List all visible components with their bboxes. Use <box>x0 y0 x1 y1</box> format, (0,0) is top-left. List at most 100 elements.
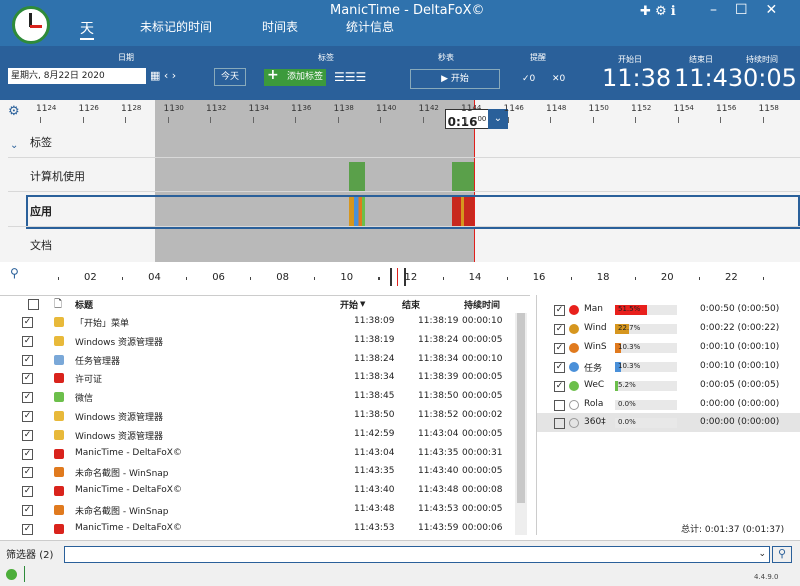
tick-minute: 40 <box>387 104 397 112</box>
row-checkbox[interactable]: ✓ <box>22 429 33 441</box>
tick-line <box>337 117 339 123</box>
sort-icon: ▼ <box>360 300 366 308</box>
summary-track <box>615 323 677 334</box>
table <box>0 295 530 536</box>
summary-percent: 22.7% <box>618 323 641 332</box>
duration: 0:05 <box>743 64 797 92</box>
summary-track <box>615 418 677 429</box>
cell: 11:38:39 <box>418 372 459 383</box>
row-label: 应用 <box>30 205 52 218</box>
summary-checkbox[interactable]: ✓ <box>554 323 565 335</box>
summary-panel <box>536 295 800 535</box>
summary-checkbox[interactable] <box>554 418 565 430</box>
tab[interactable]: 统计信息 <box>346 20 395 34</box>
start-day: 11:38 <box>602 64 672 92</box>
summary-checkbox[interactable]: ✓ <box>554 305 565 316</box>
cell: 11:43:48 <box>354 504 395 514</box>
summary-bar <box>615 305 647 315</box>
tick-line <box>762 117 764 123</box>
overview-tick: 02 <box>84 272 97 283</box>
row-checkbox[interactable]: ✓ <box>22 505 33 516</box>
overview-dot <box>570 277 572 280</box>
tick-line <box>252 117 254 123</box>
tick-line <box>592 117 594 123</box>
summary-percent: 10.3% <box>618 342 641 351</box>
start-button[interactable]: ▶ 开始 <box>410 69 500 89</box>
cell: 11:38:24 <box>354 353 395 364</box>
row-checkbox[interactable]: ✓ <box>22 523 33 535</box>
row-checkbox[interactable]: ✓ <box>22 486 33 498</box>
row-checkbox[interactable]: ✓ <box>22 335 33 347</box>
start-day-label: 开始日 <box>618 55 642 64</box>
time-tick: 1130 <box>164 104 184 114</box>
row-separator <box>8 226 800 227</box>
reminder-done[interactable]: ✓0 <box>522 74 536 84</box>
select-all[interactable] <box>28 299 39 310</box>
row-checkbox[interactable]: ✓ <box>22 354 33 366</box>
search-icon[interactable]: ⚲ <box>10 266 19 280</box>
row-label: 标签 <box>30 136 52 149</box>
summary-name: 任务 <box>584 363 603 374</box>
overview-tick: 22 <box>725 272 738 283</box>
app-icon <box>54 354 64 365</box>
summary-checkbox[interactable]: ✓ <box>554 342 565 354</box>
column-header[interactable]: 标题 <box>75 301 94 311</box>
collapse-icon[interactable]: ⌄ <box>10 140 19 151</box>
cell: Windows 资源管理器 <box>75 337 164 348</box>
row-checkbox[interactable]: ✓ <box>22 392 33 404</box>
reminder-cancel[interactable]: ✕0 <box>552 74 566 84</box>
filter-input[interactable]: ⌄ <box>64 546 770 563</box>
cursor-dropdown[interactable]: ⌄ <box>488 109 508 129</box>
overview-tick: 08 <box>276 272 290 283</box>
row-checkbox[interactable]: ✓ <box>22 448 33 460</box>
summary-checkbox[interactable]: ✓ <box>554 361 565 373</box>
cell: 11:38:34 <box>418 353 459 364</box>
summary-checkbox[interactable] <box>554 399 565 411</box>
overview-tick: 18 <box>596 272 610 283</box>
overview-tick: 12 <box>404 272 418 283</box>
row-checkbox[interactable]: ✓ <box>22 373 33 385</box>
cell: 00:00:10 <box>462 353 503 364</box>
column-header[interactable]: 结束 <box>402 301 421 311</box>
tab[interactable]: 时间表 <box>262 20 299 34</box>
cell: 11:43:35 <box>418 447 459 458</box>
date-input[interactable]: 星期六, 8月22日 2020 <box>8 68 146 84</box>
cell: 11:38:24 <box>418 334 459 345</box>
cell: 11:43:04 <box>354 447 395 458</box>
settings-icon[interactable]: ⚙ <box>8 104 20 119</box>
summary-time: 0:00:00 (0:00:00) <box>700 398 780 409</box>
cell: 11:38:45 <box>354 391 395 402</box>
cell: 11:43:48 <box>418 485 459 496</box>
doc-icon: 🗋 <box>54 299 63 310</box>
view-buttons[interactable]: ☰☰☰ <box>334 70 367 84</box>
scrollbar[interactable] <box>515 313 527 535</box>
window-controls[interactable]: –☐✕ <box>710 2 796 18</box>
summary-checkbox[interactable]: ✓ <box>554 380 565 392</box>
tab[interactable]: 未标记的时间 <box>140 20 213 34</box>
row-checkbox[interactable]: ✓ <box>22 411 33 422</box>
summary-bar <box>615 323 630 334</box>
tick-hour: 11 <box>716 104 728 114</box>
nav-buttons[interactable]: ▦ ‹ › <box>150 69 177 82</box>
filter-search[interactable]: ⚲ <box>772 546 792 563</box>
add-tag-button[interactable]: 添加标签 <box>264 69 326 86</box>
column-header[interactable]: 开始 <box>340 301 359 311</box>
overview-tick: 20 <box>660 272 674 283</box>
tick-minute: 24 <box>47 104 57 112</box>
summary-name: 360‡ <box>584 417 606 428</box>
cell: 00:00:10 <box>462 316 503 326</box>
row-checkbox[interactable]: ✓ <box>22 317 33 328</box>
app-block <box>452 197 474 229</box>
summary-bar <box>615 361 622 372</box>
summary-icon <box>569 305 579 315</box>
row-checkbox[interactable]: ✓ <box>22 467 33 479</box>
tab[interactable]: 天 <box>80 18 94 40</box>
today-button[interactable]: 今天 <box>214 68 246 86</box>
cell: 「开始」菜单 <box>75 319 130 329</box>
column-header[interactable]: 持续时间 <box>464 301 501 311</box>
window-icons[interactable]: ✚ ⚙ ℹ <box>640 4 676 19</box>
tick-hour: 11 <box>248 104 260 114</box>
tick-hour: 11 <box>503 104 515 114</box>
cell: 11:38:09 <box>354 316 395 326</box>
cell: 许可证 <box>75 375 103 386</box>
